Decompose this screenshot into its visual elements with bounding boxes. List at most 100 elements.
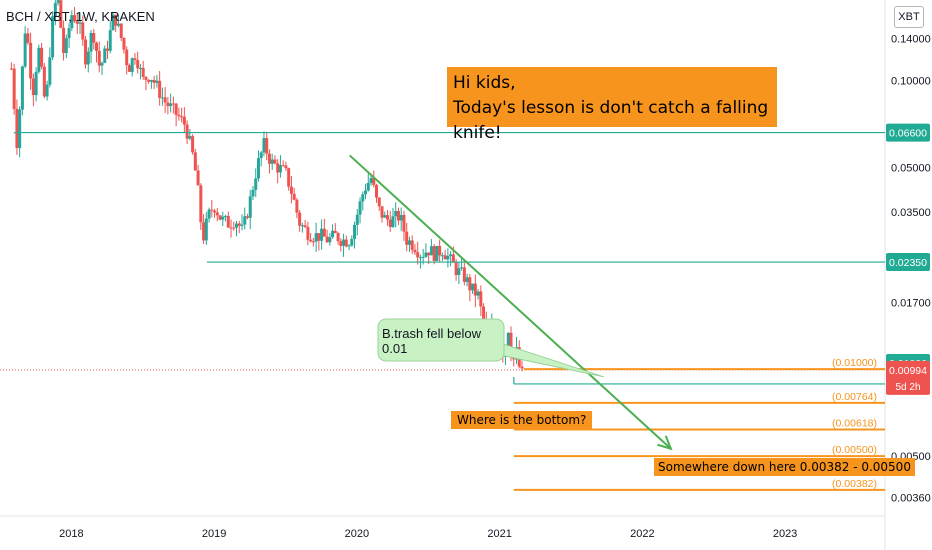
currency-button[interactable]: XBT bbox=[894, 6, 924, 28]
price-tick-label: 0.01700 bbox=[891, 298, 931, 310]
candle-body bbox=[380, 206, 384, 218]
candle-body bbox=[440, 255, 444, 257]
candle-body bbox=[127, 65, 131, 72]
candle-body bbox=[421, 256, 425, 258]
candle-body bbox=[89, 33, 93, 52]
candle-body bbox=[342, 239, 346, 246]
last-price-label: 0.00994 bbox=[889, 365, 927, 377]
candle-body bbox=[245, 216, 249, 218]
candle-body bbox=[40, 47, 44, 67]
price-tick-label: 0.10000 bbox=[891, 75, 931, 87]
candle-body bbox=[276, 163, 280, 173]
candle-body bbox=[9, 68, 13, 70]
candle-body bbox=[174, 103, 178, 115]
candle-body bbox=[416, 252, 420, 258]
level-label: (0.00618) bbox=[832, 418, 877, 430]
candle-body bbox=[443, 255, 447, 260]
price-tick-label: 0.03500 bbox=[891, 207, 931, 219]
level-label: (0.01000) bbox=[832, 357, 877, 369]
candle-body bbox=[81, 22, 85, 40]
candle-body bbox=[265, 138, 269, 154]
candle-body bbox=[196, 170, 200, 186]
lesson-line-1: Hi kids, bbox=[453, 73, 516, 93]
candle-body bbox=[520, 366, 524, 369]
bar-countdown: 5d 2h bbox=[895, 382, 920, 393]
candle-body bbox=[180, 116, 184, 118]
candle-body bbox=[29, 42, 33, 79]
candle-body bbox=[267, 153, 271, 164]
candle-body bbox=[215, 212, 219, 216]
candle-body bbox=[177, 114, 181, 117]
candle-body bbox=[45, 84, 49, 97]
somewhere-annotation[interactable]: Somewhere down here 0.00382 - 0.00500 bbox=[654, 458, 915, 476]
candle-body bbox=[116, 23, 120, 26]
candle-body bbox=[213, 210, 217, 213]
candle-body bbox=[185, 124, 189, 139]
price-tag-label: 0.02350 bbox=[889, 257, 927, 269]
candle-body bbox=[204, 218, 208, 241]
price-tick-label: 0.05000 bbox=[891, 162, 931, 174]
lesson-annotation[interactable]: Hi kids, Today's lesson is don't catch a… bbox=[447, 67, 777, 143]
candle-body bbox=[119, 23, 123, 39]
candle-body bbox=[147, 79, 151, 82]
candle-body bbox=[254, 178, 258, 190]
candle-body bbox=[130, 58, 134, 72]
candle-body bbox=[144, 76, 148, 80]
candle-body bbox=[446, 255, 450, 260]
candle-body bbox=[322, 228, 326, 237]
candle-body bbox=[385, 215, 389, 220]
candle-body bbox=[251, 189, 255, 197]
candle-body bbox=[84, 39, 88, 65]
where-annotation[interactable]: Where is the bottom? bbox=[451, 411, 593, 429]
candle-body bbox=[18, 109, 22, 149]
candle-body bbox=[339, 241, 343, 246]
candle-body bbox=[438, 245, 442, 256]
candle-body bbox=[133, 58, 137, 60]
candle-body bbox=[451, 254, 455, 263]
candle-body bbox=[56, 0, 60, 4]
candle-body bbox=[75, 21, 79, 24]
price-axis[interactable]: 0.140000.100000.050000.035000.017000.005… bbox=[891, 33, 931, 504]
callout-box bbox=[377, 318, 505, 362]
candle-body bbox=[399, 215, 403, 221]
candle-body bbox=[462, 267, 466, 282]
candle-body bbox=[394, 210, 398, 217]
candle-body bbox=[169, 103, 173, 107]
candle-body bbox=[427, 252, 431, 256]
candle-body bbox=[202, 222, 206, 241]
candle-body bbox=[309, 239, 313, 242]
time-tick-label: 2019 bbox=[202, 528, 226, 540]
candle-body bbox=[383, 215, 387, 218]
candle-body bbox=[235, 223, 239, 228]
candle-body bbox=[281, 165, 285, 167]
candle-body bbox=[218, 215, 222, 220]
candle-body bbox=[26, 33, 30, 43]
candle-body bbox=[188, 136, 192, 139]
callout-label: B.trash fell below 0.01 bbox=[382, 326, 481, 356]
candle-body bbox=[454, 262, 458, 275]
candle-body bbox=[67, 28, 71, 39]
candle-body bbox=[355, 214, 359, 225]
candle-body bbox=[23, 33, 27, 67]
candle-body bbox=[166, 102, 170, 107]
candle-body bbox=[37, 47, 41, 72]
candle-body bbox=[413, 249, 417, 253]
candle-body bbox=[278, 165, 282, 173]
candle-body bbox=[377, 197, 381, 207]
price-tick-label: 0.00360 bbox=[891, 492, 931, 504]
candle-body bbox=[298, 212, 302, 226]
candle-body bbox=[284, 165, 288, 169]
price-tag-label: 0.06600 bbox=[889, 128, 927, 140]
time-axis[interactable]: 2018 2019 2020 2021 2022 2023 bbox=[59, 528, 797, 540]
candle-body bbox=[125, 49, 129, 66]
candle-body bbox=[138, 67, 142, 69]
candle-body bbox=[15, 108, 19, 149]
candle-body bbox=[122, 38, 126, 50]
candle-body bbox=[141, 67, 145, 77]
candle-body bbox=[476, 291, 480, 296]
price-tag-box bbox=[886, 253, 930, 272]
candle-body bbox=[97, 50, 101, 66]
candle-body bbox=[306, 227, 310, 240]
candle-body bbox=[303, 225, 307, 228]
price-tag-box bbox=[886, 123, 930, 142]
